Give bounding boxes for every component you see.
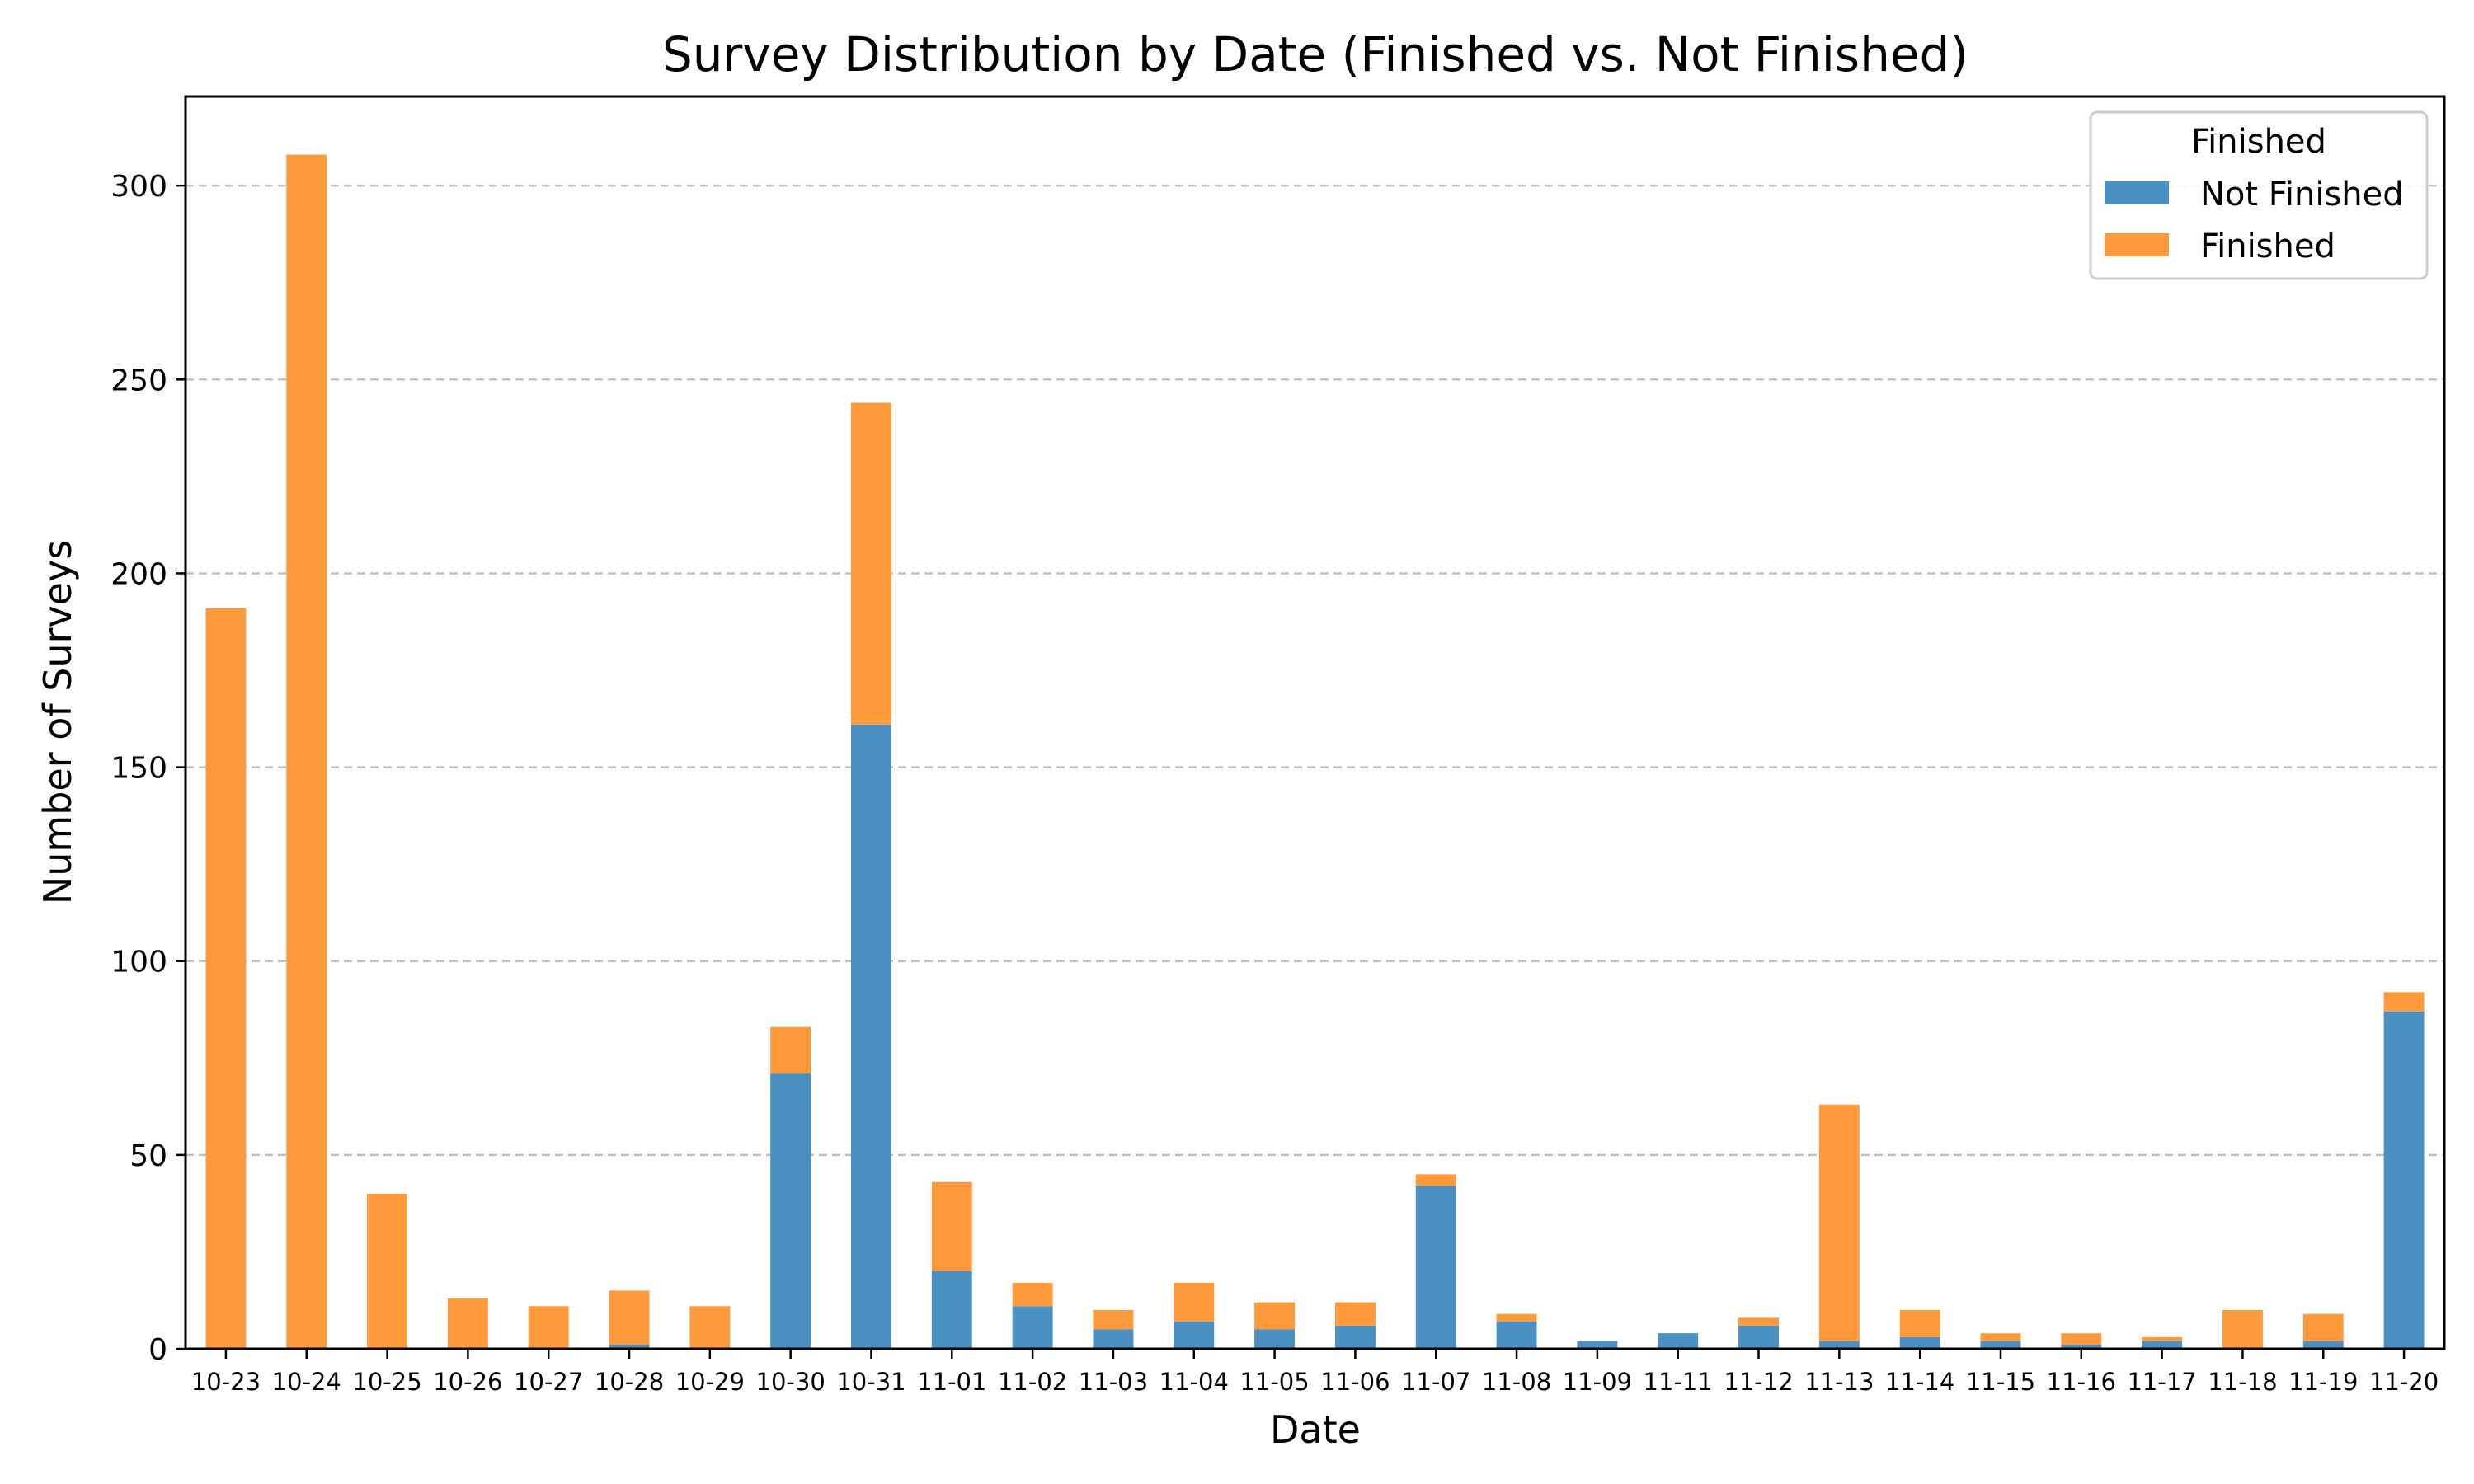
bar-finished: [1496, 1313, 1537, 1322]
bar-not-finished: [1658, 1333, 1699, 1349]
x-tick-label: 10-24: [272, 1368, 341, 1396]
bar-finished: [205, 608, 247, 1349]
bar-not-finished: [1254, 1329, 1296, 1349]
bar-finished: [367, 1193, 408, 1349]
x-tick-label: 11-20: [2369, 1368, 2439, 1396]
x-tick-label: 11-19: [2288, 1368, 2358, 1396]
bar-not-finished: [1496, 1322, 1537, 1349]
x-tick-label: 10-29: [675, 1368, 745, 1396]
x-tick-label: 11-15: [1966, 1368, 2035, 1396]
legend-label-not-finished: Not Finished: [2200, 176, 2404, 214]
bar-finished: [1174, 1283, 1215, 1322]
legend-swatch-finished: [2105, 233, 2169, 256]
y-axis-label: Number of Surveys: [35, 540, 80, 904]
x-tick-label: 11-07: [1401, 1368, 1470, 1396]
bar-finished: [609, 1290, 650, 1345]
bar-finished: [2383, 992, 2425, 1012]
bar-finished: [2302, 1313, 2344, 1341]
y-axis: 0 50 100 150 200 250 300: [111, 170, 186, 1367]
bar-not-finished: [2142, 1341, 2183, 1349]
y-tick-label: 0: [148, 1333, 167, 1367]
x-tick-label: 11-11: [1644, 1368, 1713, 1396]
x-tick-label: 10-30: [756, 1368, 825, 1396]
legend-frame: [2089, 110, 2429, 280]
bar-not-finished: [1174, 1322, 1215, 1349]
bar-not-finished: [1577, 1341, 1618, 1349]
bar-finished: [851, 402, 891, 725]
x-tick-label: 11-18: [2208, 1368, 2277, 1396]
bar-not-finished: [1415, 1186, 1456, 1349]
legend-label-finished: Finished: [2200, 228, 2335, 265]
y-tick-label: 100: [111, 946, 167, 979]
bar-finished: [1738, 1317, 1779, 1326]
y-tick-label: 50: [129, 1139, 167, 1173]
x-tick-label: 10-23: [191, 1368, 261, 1396]
bar-finished: [447, 1298, 488, 1349]
x-tick-label: 10-26: [433, 1368, 502, 1396]
bar-not-finished: [1012, 1306, 1053, 1349]
plot-frame: [184, 95, 2446, 1350]
bar-finished: [1415, 1174, 1456, 1186]
bar-not-finished: [770, 1073, 811, 1349]
x-tick-label: 11-06: [1320, 1368, 1390, 1396]
bar-not-finished: [851, 724, 891, 1349]
y-tick-label: 200: [111, 557, 167, 591]
x-tick-label: 11-02: [998, 1368, 1067, 1396]
bar-finished: [689, 1306, 731, 1349]
bar-finished: [286, 154, 327, 1350]
bar-finished: [1818, 1104, 1860, 1341]
bar-finished: [1334, 1302, 1376, 1326]
x-tick-label: 11-12: [1724, 1368, 1793, 1396]
bar-not-finished: [1980, 1341, 2021, 1349]
bar-finished: [2142, 1336, 2183, 1341]
bar-finished: [528, 1306, 569, 1349]
bar-finished: [1093, 1309, 1134, 1330]
x-tick-label: 10-27: [514, 1368, 583, 1396]
y-tick-label: 150: [111, 752, 167, 786]
bar-not-finished: [931, 1270, 972, 1349]
bar-finished: [1980, 1333, 2021, 1341]
x-axis: 10-23 10-24 10-25 10-26 10-27 10-28 10-29 10-30…: [191, 1349, 2439, 1396]
bar-not-finished: [1093, 1329, 1134, 1349]
bar-finished: [770, 1026, 811, 1074]
x-tick-label: 11-17: [2127, 1368, 2196, 1396]
bar-not-finished: [1899, 1336, 1940, 1349]
bars: [205, 154, 2425, 1350]
bar-not-finished: [2302, 1341, 2344, 1349]
bar-not-finished: [1738, 1325, 1779, 1349]
x-tick-label: 10-25: [352, 1368, 421, 1396]
bar-not-finished: [1818, 1341, 1860, 1349]
y-tick-label: 300: [111, 170, 167, 204]
legend: Finished Not Finished Finished: [2089, 110, 2429, 280]
bar-not-finished: [2061, 1345, 2102, 1349]
legend-title: Finished: [2191, 123, 2326, 161]
bar-not-finished: [609, 1345, 650, 1349]
x-tick-label: 11-09: [1563, 1368, 1632, 1396]
x-tick-label: 10-31: [836, 1368, 905, 1396]
x-tick-label: 11-08: [1482, 1368, 1551, 1396]
x-tick-label: 11-03: [1079, 1368, 1148, 1396]
bar-not-finished: [2383, 1011, 2425, 1349]
x-axis-label: Date: [1270, 1407, 1361, 1452]
bar-finished: [931, 1181, 972, 1271]
bar-not-finished: [1334, 1325, 1376, 1349]
grid-lines: [186, 184, 2444, 1157]
bar-finished: [2061, 1333, 2102, 1345]
bar-finished: [1899, 1309, 1940, 1337]
legend-swatch-not-finished: [2105, 181, 2169, 204]
x-tick-label: 11-05: [1239, 1368, 1309, 1396]
x-tick-label: 11-01: [917, 1368, 986, 1396]
bar-finished: [1254, 1302, 1296, 1330]
y-tick-label: 250: [111, 364, 167, 397]
bar-finished: [2222, 1309, 2263, 1349]
x-tick-label: 11-13: [1804, 1368, 1874, 1396]
x-tick-label: 11-16: [2047, 1368, 2116, 1396]
x-tick-label: 11-04: [1159, 1368, 1229, 1396]
bar-finished: [1012, 1283, 1053, 1307]
x-tick-label: 10-28: [595, 1368, 664, 1396]
x-tick-label: 11-14: [1885, 1368, 1954, 1396]
chart-title: Survey Distribution by Date (Finished vs…: [662, 26, 1968, 82]
